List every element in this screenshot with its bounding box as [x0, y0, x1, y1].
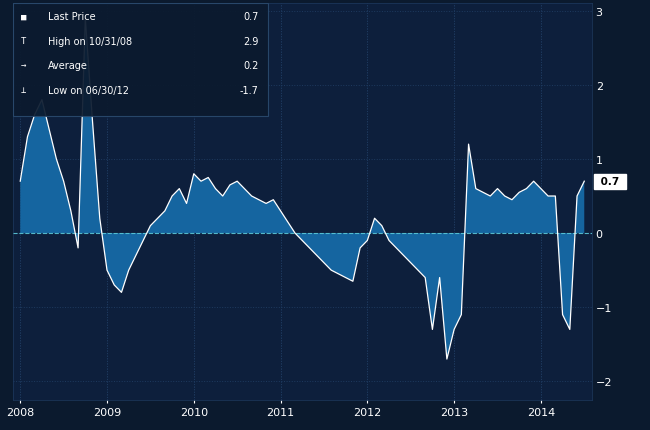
Text: Average: Average [47, 61, 88, 71]
Text: T: T [21, 37, 26, 46]
Text: 0.2: 0.2 [244, 61, 259, 71]
Text: Last Price: Last Price [47, 12, 96, 22]
Text: High on 10/31/08: High on 10/31/08 [47, 37, 132, 47]
Text: →: → [21, 61, 26, 70]
Text: 0.7: 0.7 [597, 177, 623, 187]
Text: ■: ■ [21, 12, 26, 21]
Text: Low on 06/30/12: Low on 06/30/12 [47, 86, 129, 96]
Text: -1.7: -1.7 [240, 86, 259, 96]
Text: 0.7: 0.7 [244, 12, 259, 22]
FancyBboxPatch shape [13, 4, 268, 116]
Text: ⊥: ⊥ [21, 86, 26, 95]
Text: 2.9: 2.9 [244, 37, 259, 47]
